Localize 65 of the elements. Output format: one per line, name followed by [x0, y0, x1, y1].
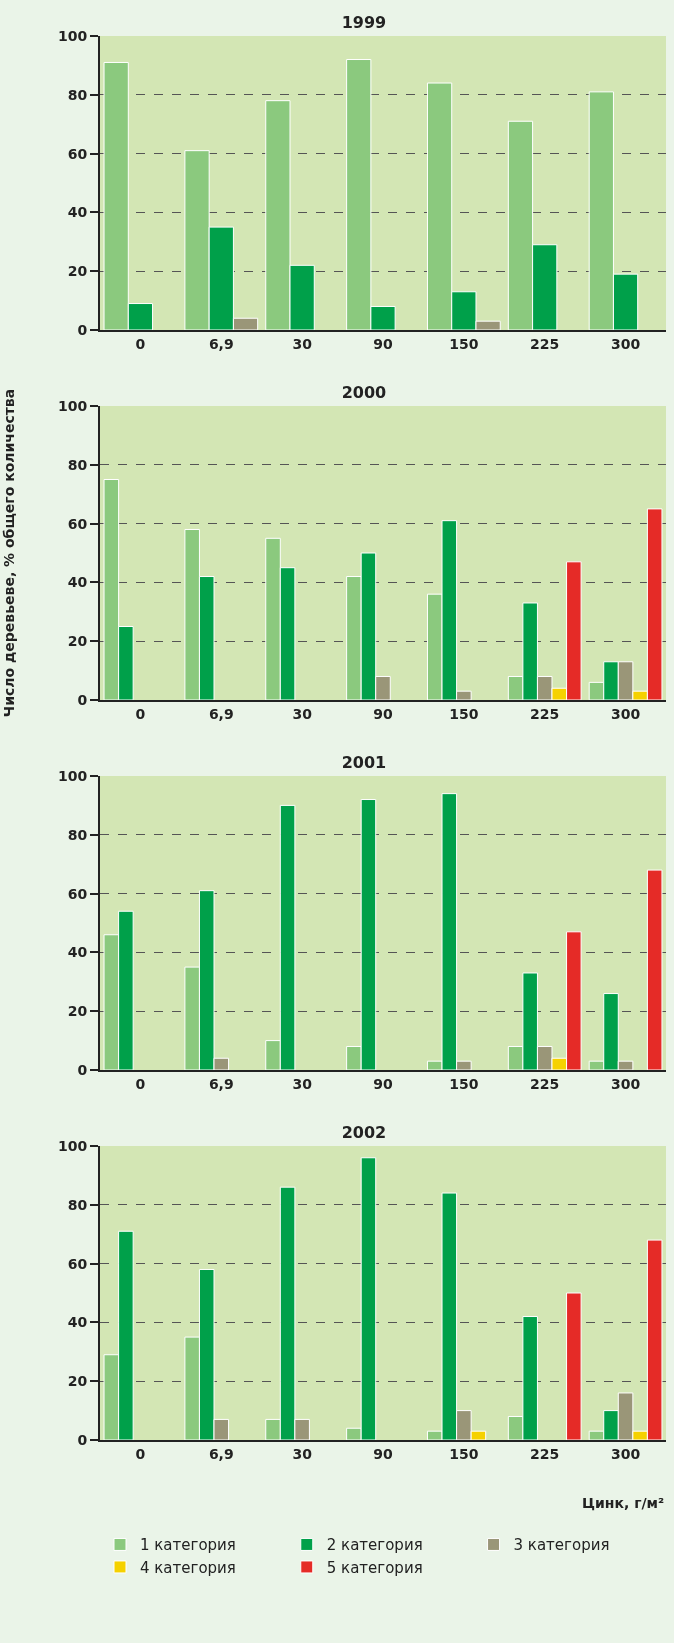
x-tick-label: 30 [292, 705, 313, 722]
y-tick-label: 80 [67, 456, 88, 473]
x-tick-label: 225 [530, 705, 560, 722]
y-tick-label: 100 [57, 397, 88, 414]
x-tick-label: 6,9 [208, 1075, 234, 1092]
chart-title: 2000 [341, 382, 387, 402]
bar [566, 1292, 582, 1440]
x-tick-label: 300 [610, 1445, 641, 1462]
y-tick-label: 80 [67, 1196, 88, 1213]
y-tick-label: 0 [77, 1061, 88, 1078]
y-tick-label: 60 [67, 1255, 88, 1272]
y-tick-label: 40 [67, 204, 88, 221]
y-tick-label: 40 [67, 574, 88, 591]
x-tick-label: 0 [135, 705, 146, 722]
y-tick-label: 80 [67, 86, 88, 103]
x-tick-label: 300 [610, 705, 641, 722]
legend-label: 1 категория [140, 1536, 236, 1555]
y-tick-label: 40 [67, 944, 88, 961]
legend-label: 5 категория [326, 1558, 423, 1577]
x-tick-label: 225 [530, 1075, 560, 1092]
x-tick-label: 0 [135, 1445, 146, 1462]
x-tick-label: 6,9 [208, 1445, 234, 1462]
chart-title: 2002 [341, 1122, 387, 1142]
y-axis-title: Число деревьеве, % общего количества [1, 388, 18, 718]
y-tick-label: 100 [57, 1137, 88, 1154]
x-tick-label: 90 [373, 1445, 393, 1462]
x-tick-label: 150 [449, 335, 479, 352]
y-tick-label: 100 [57, 27, 88, 44]
x-tick-label: 0 [135, 1075, 146, 1092]
x-axis-title: Цинк, г/м² [582, 1495, 665, 1511]
x-tick-label: 150 [449, 1445, 479, 1462]
legend-label: 2 категория [326, 1536, 423, 1555]
x-tick-label: 150 [449, 1075, 479, 1092]
x-tick-label: 150 [449, 705, 479, 722]
x-tick-label: 0 [135, 335, 146, 352]
x-tick-label: 30 [292, 1445, 313, 1462]
y-tick-label: 0 [77, 1431, 88, 1448]
y-tick-label: 20 [67, 263, 88, 280]
x-tick-label: 300 [610, 335, 641, 352]
x-tick-label: 225 [530, 335, 560, 352]
legend-label: 3 категория [513, 1536, 610, 1555]
x-tick-label: 90 [373, 335, 393, 352]
y-tick-label: 20 [67, 1003, 88, 1020]
x-tick-label: 30 [292, 1075, 313, 1092]
y-tick-label: 80 [67, 826, 88, 843]
x-tick-label: 90 [373, 705, 393, 722]
y-tick-label: 60 [67, 885, 88, 902]
x-tick-label: 6,9 [208, 705, 234, 722]
y-tick-label: 60 [67, 515, 88, 532]
y-tick-label: 60 [67, 145, 88, 162]
y-tick-label: 0 [77, 321, 88, 338]
x-tick-label: 90 [373, 1075, 393, 1092]
y-tick-label: 40 [67, 1314, 88, 1331]
y-tick-label: 20 [67, 1373, 88, 1390]
y-tick-label: 0 [77, 691, 88, 708]
y-tick-label: 100 [57, 767, 88, 784]
x-tick-label: 30 [292, 335, 313, 352]
chart-title: 2001 [341, 752, 387, 772]
legend-label: 4 категория [140, 1558, 236, 1577]
x-tick-label: 300 [610, 1075, 641, 1092]
bar [646, 869, 663, 1070]
chart-title: 1999 [341, 12, 387, 32]
x-tick-label: 225 [530, 1445, 560, 1462]
x-tick-label: 6,9 [208, 335, 234, 352]
y-tick-label: 20 [67, 633, 88, 650]
